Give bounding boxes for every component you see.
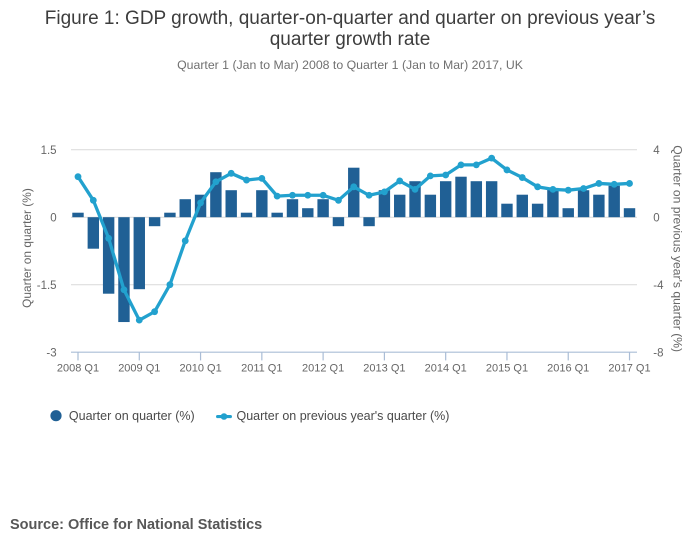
svg-text:-1.5: -1.5 [37, 280, 57, 292]
svg-text:Quarter on quarter (%): Quarter on quarter (%) [69, 409, 195, 423]
svg-text:2014 Q1: 2014 Q1 [425, 362, 467, 374]
svg-text:Quarter on quarter (%): Quarter on quarter (%) [20, 188, 34, 308]
svg-text:2008 Q1: 2008 Q1 [57, 362, 99, 374]
svg-text:-8: -8 [653, 347, 663, 359]
svg-text:2009 Q1: 2009 Q1 [118, 362, 160, 374]
svg-text:4: 4 [653, 145, 660, 157]
svg-text:1.5: 1.5 [41, 145, 57, 157]
svg-text:-3: -3 [46, 347, 56, 359]
svg-text:2017 Q1: 2017 Q1 [608, 362, 650, 374]
svg-text:2013 Q1: 2013 Q1 [363, 362, 405, 374]
svg-text:Quarter on previous year's qua: Quarter on previous year's quarter (%) [237, 409, 450, 423]
svg-text:2011 Q1: 2011 Q1 [241, 362, 282, 374]
svg-text:-4: -4 [653, 280, 664, 292]
svg-text:2012 Q1: 2012 Q1 [302, 362, 344, 374]
svg-text:2016 Q1: 2016 Q1 [547, 362, 589, 374]
svg-text:2010 Q1: 2010 Q1 [179, 362, 221, 374]
svg-text:0: 0 [50, 212, 56, 224]
svg-text:0: 0 [653, 212, 659, 224]
svg-text:Quarter on previous year's qua: Quarter on previous year's quarter (%) [671, 145, 685, 352]
svg-text:2015 Q1: 2015 Q1 [486, 362, 528, 374]
